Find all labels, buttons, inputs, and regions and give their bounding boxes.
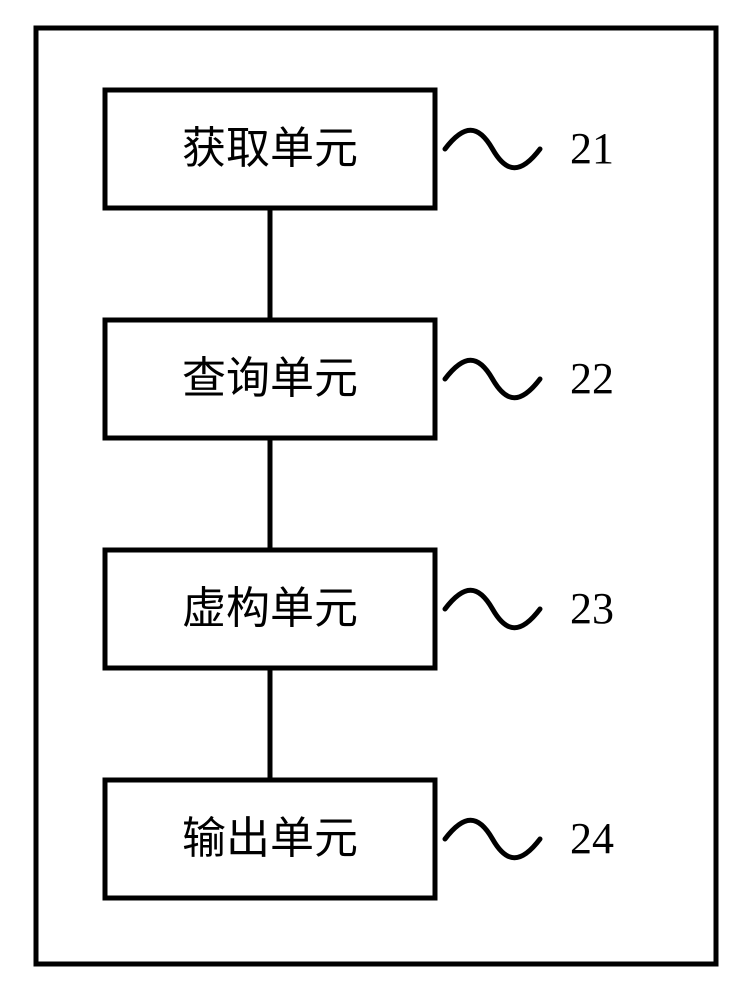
flow-node-label: 获取单元 [182,124,358,173]
callout-number: 22 [570,354,614,403]
callout-number: 23 [570,584,614,633]
flow-node-label: 虚构单元 [182,584,358,633]
callout-number: 21 [570,124,614,173]
flow-node-label: 输出单元 [182,814,358,863]
flow-node-label: 查询单元 [182,354,358,403]
callout-tilde [445,130,540,168]
callout-tilde [445,360,540,398]
callout-tilde [445,590,540,628]
callout-tilde [445,820,540,858]
callout-number: 24 [570,814,614,863]
